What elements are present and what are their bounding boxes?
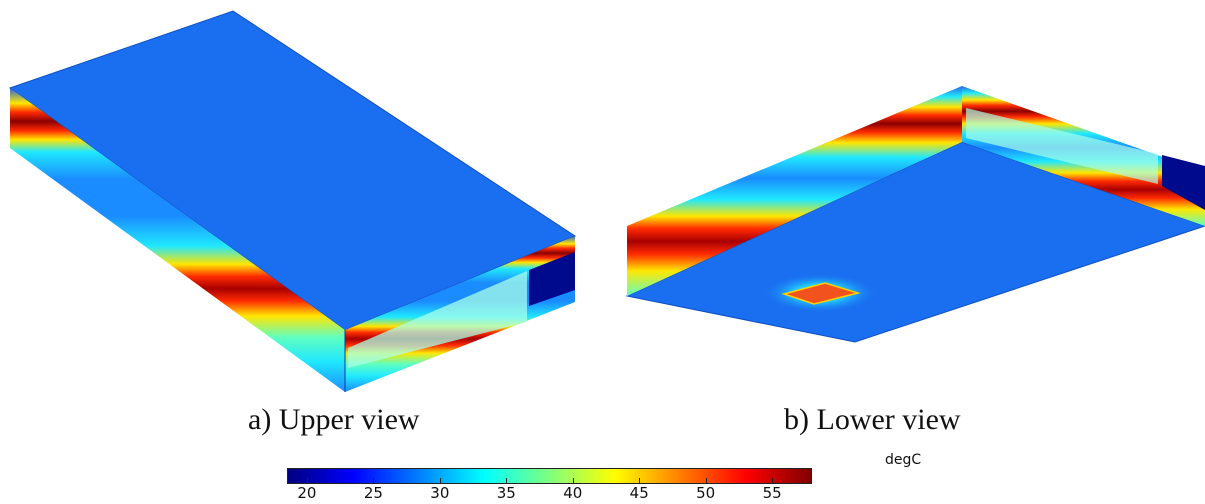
upper-cold-block <box>529 252 575 306</box>
colorbar-tick-mark <box>373 478 375 484</box>
colorbar-tick-label: 40 <box>563 484 583 502</box>
upper-inlet-window <box>348 271 527 368</box>
colorbar-tick-mark <box>306 478 308 484</box>
colorbar-tick-label: 55 <box>762 484 782 502</box>
upper-view-model <box>8 10 577 392</box>
lower-inlet-window <box>966 108 1158 184</box>
colorbar-tick-label: 45 <box>629 484 649 502</box>
heat-source-pad <box>781 282 861 305</box>
lower-cold-block <box>1162 155 1205 210</box>
caption-upper-view: a) Upper view <box>248 403 420 436</box>
colorbar-unit-label: degC <box>885 452 922 468</box>
colorbar-tick-label: 25 <box>363 484 383 502</box>
temperature-colorbar <box>287 468 812 484</box>
colorbar-tick-mark <box>572 478 574 484</box>
upper-long-side <box>10 88 345 392</box>
lower-view-model <box>625 86 1205 343</box>
colorbar-tick-label: 30 <box>430 484 450 502</box>
colorbar-tick-label: 35 <box>496 484 516 502</box>
colorbar-tick-mark <box>506 478 508 484</box>
colorbar-tick-mark <box>772 478 774 484</box>
colorbar-tick-label: 20 <box>297 484 317 502</box>
lower-left-wall <box>627 86 962 296</box>
colorbar-tick-mark <box>439 478 441 484</box>
colorbar-tick-mark <box>639 478 641 484</box>
caption-lower-view: b) Lower view <box>784 403 961 436</box>
colorbar-tick-mark <box>705 478 707 484</box>
colorbar-tick-label: 50 <box>696 484 716 502</box>
